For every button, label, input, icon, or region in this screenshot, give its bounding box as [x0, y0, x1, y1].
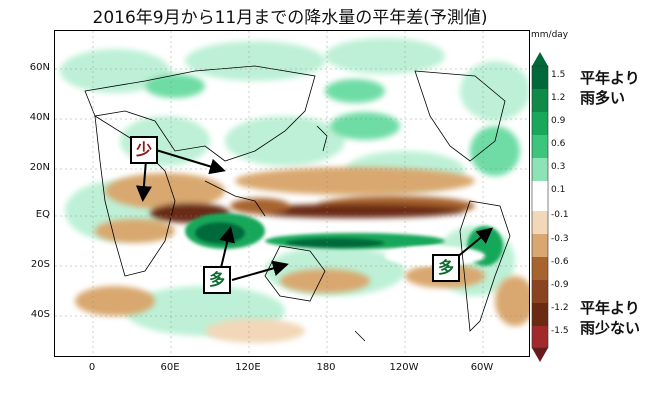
legend-dry-label: 平年より 雨少ない: [580, 299, 641, 337]
colorbar-tick: -0.6: [551, 257, 569, 267]
colorbar-tick: 0.9: [551, 116, 566, 126]
arrow-more-to-pacific: [231, 260, 289, 281]
colorbar-tick: 0.1: [551, 185, 566, 195]
colorbar-band-neutral: [532, 181, 548, 211]
colorbar-tick: 0.3: [551, 162, 566, 172]
precipitation-anomaly-map: [54, 30, 530, 357]
lat-label-20s: 20S: [30, 259, 50, 270]
lat-label-20n: 20N: [29, 162, 50, 173]
arrow-less-to-africa: [135, 159, 152, 202]
colorbar-band-10: [532, 303, 548, 326]
lon-label-120e: 120E: [235, 362, 261, 373]
lon-label-60e: 60E: [160, 362, 180, 373]
colorbar-tick: 1.2: [551, 93, 566, 103]
colorbar-band-3: [532, 112, 548, 135]
colorbar: [531, 52, 549, 362]
lat-label-eq: EQ: [35, 209, 50, 220]
colorbar-band-4: [532, 135, 548, 158]
colorbar-bottom-arrow: [532, 348, 548, 362]
dry-anomaly-field: [75, 167, 529, 343]
colorbar-band-9: [532, 280, 548, 303]
lat-label-40n: 40N: [29, 112, 50, 123]
arrow-more-to-south-america: [455, 227, 494, 259]
map-canvas: [55, 31, 529, 356]
callout-more-right: 多: [432, 254, 460, 282]
colorbar-units: mm/day: [531, 30, 569, 40]
callout-less: 少: [130, 136, 158, 164]
colorbar-tick: -1.5: [551, 326, 569, 336]
colorbar-band-8: [532, 257, 548, 280]
colorbar-tick: 1.5: [551, 70, 566, 80]
lat-label-40s: 40S: [30, 309, 50, 320]
colorbar-tick: -0.9: [551, 280, 569, 290]
lon-label-60w: 60W: [470, 362, 494, 373]
legend-wet-label: 平年より 雨多い: [580, 69, 640, 107]
lon-label-0: 0: [88, 362, 96, 373]
lat-label-60n: 60N: [29, 62, 50, 73]
colorbar-tick: -0.3: [551, 234, 569, 244]
colorbar-band-2: [532, 89, 548, 112]
colorbar-tick: -0.1: [551, 210, 569, 220]
colorbar-band-11: [532, 326, 548, 348]
callout-more-left: 多: [203, 266, 231, 294]
lon-label-180: 180: [316, 362, 336, 373]
colorbar-band-1: [532, 66, 548, 89]
arrow-less-to-asia: [155, 149, 226, 175]
colorbar-top-arrow: [532, 52, 548, 66]
arrow-more-to-indonesia: [219, 226, 236, 273]
colorbar-tick: 0.6: [551, 139, 566, 149]
colorbar-band-6: [532, 211, 548, 234]
lon-label-120w: 120W: [389, 362, 419, 373]
colorbar-band-7: [532, 234, 548, 257]
colorbar-tick: -1.2: [551, 303, 569, 313]
map-title: 2016年9月から11月までの降水量の平年差(予測値): [92, 8, 488, 28]
colorbar-band-5: [532, 158, 548, 181]
